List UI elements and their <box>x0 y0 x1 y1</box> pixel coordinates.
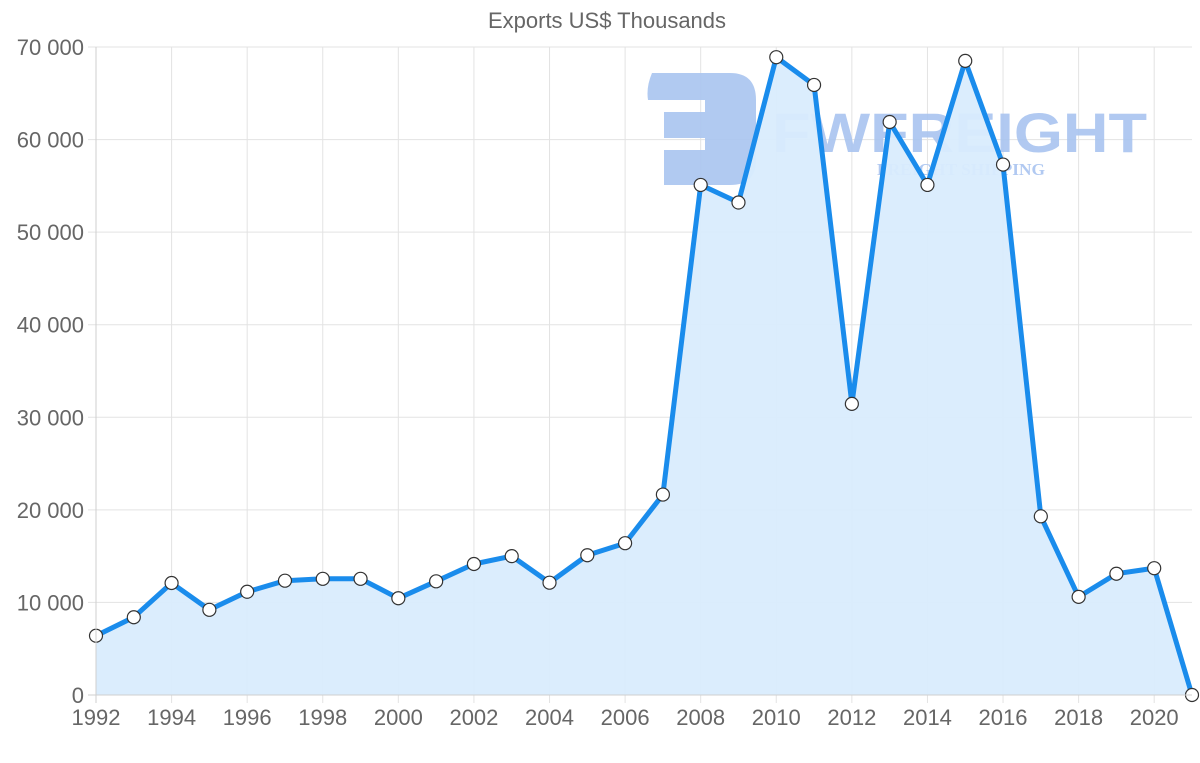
brand-logo-icon <box>647 73 756 185</box>
x-tick-label: 2018 <box>1054 705 1103 730</box>
axes: 0 10 000 20 000 30 000 40 000 50 000 60 000 70 … <box>17 35 1192 730</box>
data-point-marker[interactable]: 1994: 12100 <box>164 575 179 591</box>
data-point-marker[interactable]: 2018: 10600 <box>1071 589 1086 604</box>
data-point-marker[interactable]: 1997: 12350 <box>277 573 293 588</box>
data-point-marker[interactable]: 1998: 12550 <box>315 571 330 586</box>
x-tick-label: 2016 <box>979 705 1028 730</box>
data-point-marker[interactable]: 2010: 68900 <box>769 50 784 65</box>
y-tick-label: 20 000 <box>17 498 84 523</box>
data-point-marker[interactable]: 1995: 9200 <box>202 602 217 617</box>
data-point-marker[interactable]: 2008: 55100 <box>693 177 708 193</box>
x-tick-label: 1996 <box>223 705 272 730</box>
x-tick-label: 2014 <box>903 705 952 730</box>
data-point-marker[interactable]: 2015: 68500 <box>958 53 973 68</box>
series-area-fill <box>96 57 1192 695</box>
data-point-marker[interactable]: 1993: 8400 <box>126 610 141 625</box>
x-tick-label: 2006 <box>601 705 650 730</box>
data-point-marker[interactable]: 2005: 15100 <box>580 548 595 563</box>
x-tick-label: 2000 <box>374 705 423 730</box>
x-tick-label: 1998 <box>298 705 347 730</box>
x-tick-label: 2012 <box>827 705 876 730</box>
y-tick-label: 70 000 <box>17 35 84 60</box>
series-exports: 1992: 64001993: 84001994: 121001995: 920… <box>88 50 1200 703</box>
data-point-marker[interactable]: 1999: 12550 <box>353 571 368 586</box>
data-point-marker[interactable]: 2013: 61900 <box>882 114 897 130</box>
x-tick-label: 1992 <box>72 705 121 730</box>
y-tick-label: 60 000 <box>17 128 84 153</box>
chart-title: Exports US$ Thousands <box>487 8 727 33</box>
data-point-marker[interactable]: 2004: 12130 <box>542 575 557 590</box>
x-tick-label: 2020 <box>1130 705 1179 730</box>
x-tick-label: 2010 <box>752 705 801 730</box>
data-point-marker[interactable]: 2014: 55100 <box>920 177 935 193</box>
y-tick-label: 30 000 <box>17 405 84 430</box>
data-point-marker[interactable]: 2017: 19300 <box>1033 509 1048 524</box>
data-point-marker[interactable]: 2000: 10450 <box>391 591 406 606</box>
data-point-marker[interactable]: 2001: 12280 <box>429 574 444 589</box>
data-point-marker[interactable]: 2006: 16400 <box>618 536 633 551</box>
data-point-marker[interactable]: 2012: 31450 <box>844 396 859 411</box>
data-point-marker[interactable]: 2011: 65900 <box>806 77 822 93</box>
data-point-marker[interactable]: 2007: 21650 <box>655 487 670 502</box>
x-tick-label: 2008 <box>676 705 725 730</box>
y-tick-label: 10 000 <box>17 590 84 615</box>
y-tick-label: 40 000 <box>17 313 84 338</box>
y-tick-label: 0 <box>72 683 84 708</box>
data-point-marker[interactable]: 2020: 13700 <box>1147 561 1162 576</box>
x-tick-label: 1994 <box>147 705 196 730</box>
y-tick-label: 50 000 <box>17 220 84 245</box>
data-point-marker[interactable]: 2009: 53200 <box>731 195 746 210</box>
x-tick-label: 2004 <box>525 705 574 730</box>
data-point-marker[interactable]: 1996: 11150 <box>240 584 255 599</box>
data-point-marker[interactable]: 2002: 14150 <box>466 556 482 572</box>
data-point-marker[interactable]: 2019: 13100 <box>1109 566 1124 581</box>
x-tick-label: 2002 <box>449 705 498 730</box>
data-point-marker[interactable]: 2003: 15000 <box>504 549 519 564</box>
data-point-marker[interactable]: 2016: 57300 <box>995 157 1011 172</box>
